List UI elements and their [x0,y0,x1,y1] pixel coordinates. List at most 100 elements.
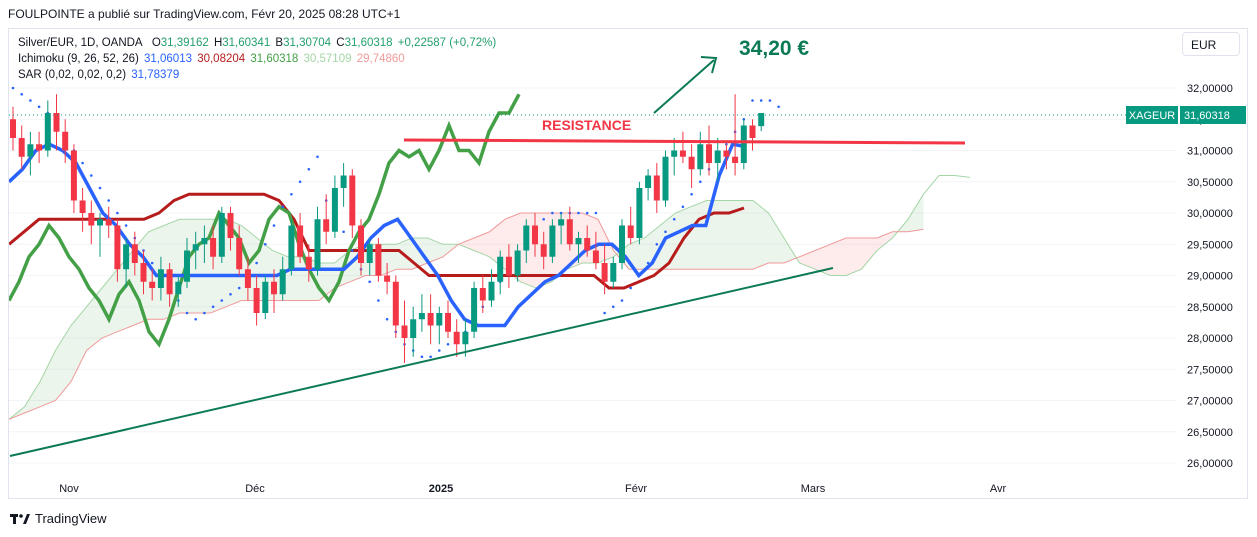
candle [70,144,77,213]
sar-dot [368,280,372,284]
sar-dot [264,242,267,246]
tradingview-footer[interactable]: TradingView [10,511,107,526]
candle-body [384,275,391,282]
sar-dot [194,317,197,321]
candle [662,150,669,207]
time-tick-label: 2025 [429,483,453,495]
candle [566,206,573,251]
cloud-segment [427,238,443,263]
candle-body [549,225,556,257]
sar-dot [681,205,685,209]
time-axis: Nov Déc 2025 Févr Mars Avr [59,483,1006,495]
candle-body [532,225,538,245]
time-tick-label: Déc [245,483,265,495]
ichimoku-label: Ichimoku (9, 26, 52, 26) [18,53,139,65]
sar-dot [768,99,772,102]
cloud-segment [691,200,707,270]
cloud-segment [40,350,56,407]
candle [392,275,399,338]
candle [601,244,608,295]
candle [549,219,556,263]
candle [575,231,582,263]
candle [62,119,69,163]
candle-body [79,200,86,213]
candle-body [375,244,382,276]
cloud-segment [55,325,71,401]
candle-body [418,313,425,320]
candle-body [697,144,704,170]
candle-body [584,238,591,251]
chart-frame[interactable] [8,28,1248,499]
sar-dot [664,230,667,234]
candle [401,300,408,363]
candle-body [175,281,182,295]
sar-dot [11,86,15,90]
candle-body [88,213,95,226]
candle [349,169,356,238]
candle-body [192,244,199,251]
candle-body [636,188,643,238]
candle [427,294,434,345]
sar-dot [594,211,598,215]
sar-dot [298,180,302,184]
sar-dot [90,174,93,177]
price-grid [9,87,1177,464]
cloud-segment [753,200,769,270]
cloud-segment [86,288,102,351]
sar-dot [655,242,659,246]
candlesticks [10,94,765,363]
chikou-span-line [9,93,521,348]
sar-label: SAR (0,02, 0,02, 0,2) [18,69,127,81]
candle-body [210,238,217,257]
candle [236,225,243,276]
candle-body [218,213,225,257]
candle-body [10,119,16,138]
price-tick-label: 27,50000 [1187,364,1233,376]
candle [210,225,217,270]
sar-dot [107,199,110,202]
sar-dot [577,211,580,215]
cloud-segment [768,213,784,263]
close-value: 31,60318 [344,37,393,49]
sar-dot [377,299,380,302]
candle [540,231,547,270]
cloud-segment [195,219,211,313]
candle-body [114,225,121,270]
candle-body [610,263,617,282]
price-tick-label: 30,00000 [1187,208,1233,220]
candle-body [427,313,434,326]
sar-dot [220,299,224,302]
candle-body [157,269,164,288]
candle-body [184,250,190,282]
candle [445,300,451,338]
cloud-segment [830,238,846,276]
price-axis: 32,0000031,5000031,0000030,5000030,00000… [1187,83,1233,470]
cloud-segment [24,381,40,413]
cloud-segment [117,250,133,332]
cloud-segment [629,238,645,270]
last-price-badge: XAGEUR 31,60318 [1126,106,1246,124]
candle-body [253,288,260,313]
last-price-value: 31,60318 [1184,110,1230,122]
sar-dot [185,311,189,315]
candle [105,206,112,238]
sar-dot [759,99,763,102]
price-tick-label: 26,50000 [1187,427,1233,439]
target-arrow [653,59,715,114]
publisher-line: FOULPOINTE a publié sur TradingView.com,… [8,7,401,21]
candle [131,231,138,276]
candle [201,225,208,263]
candle [410,306,417,357]
candle [514,244,521,282]
candle [418,294,425,332]
currency-button[interactable]: EUR [1182,32,1240,56]
cloud-segment [474,231,490,257]
sar-dot [385,317,389,321]
sar-dot [98,186,102,190]
candle [53,94,60,151]
candle-body [288,225,295,270]
candle-body [558,219,565,226]
cloud-segment [381,244,397,276]
candle [479,275,486,313]
